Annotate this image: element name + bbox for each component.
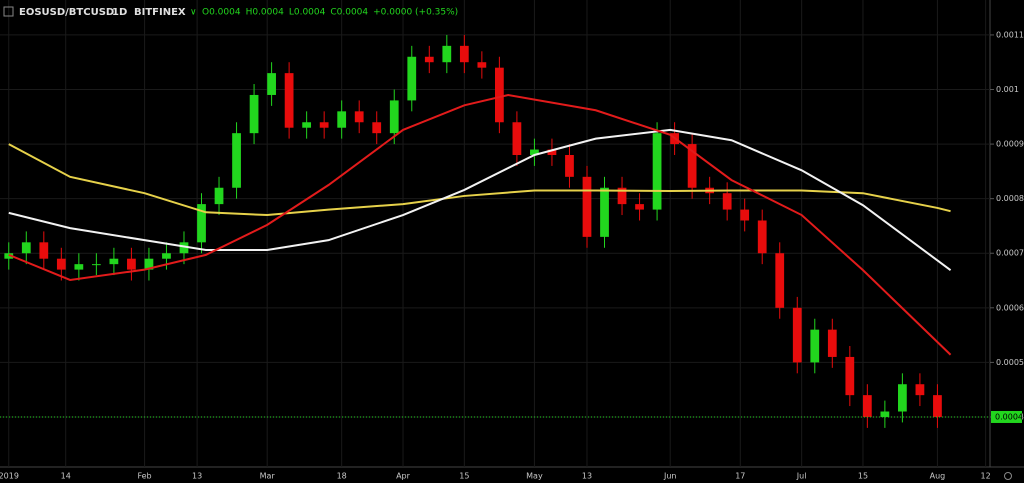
candle-body [284,73,294,128]
candle-body [232,133,241,188]
x-tick-label: Jul [796,472,807,481]
candle-body [915,384,925,396]
candle-body [775,253,785,308]
ohlc-value: H0.0004 [246,8,285,18]
x-tick-label: 18 [337,472,347,481]
candle-body [600,187,609,237]
x-tick-label: 15 [858,472,868,481]
ohlc-legend: ∨ O0.0004 H0.0004 L0.0004 C0.0004 +0.0000 (+0… [190,8,458,18]
x-tick-label: 13 [582,472,592,481]
x-tick-label: Mar [260,472,276,481]
candle-body [565,155,574,177]
y-tick-label: 0.0009 [996,140,1024,149]
candle-body [267,73,276,95]
candle-body [880,411,890,417]
candle-body [337,111,347,128]
candle-body [617,187,627,205]
last-price-box [991,410,1022,423]
candle-body [792,307,802,363]
candle-body [898,384,907,412]
x-tick-label: 12 [981,472,991,481]
exchange: BITFINEX [134,7,186,18]
y-tick-label: 0.0005 [996,358,1024,367]
candle-body [547,149,557,155]
ohlc-value: O0.0004 [202,8,241,18]
x-tick-label: 15 [459,472,469,481]
candle-body [144,258,154,270]
candle-body [74,264,84,270]
x-tick-label: Jun [663,472,677,481]
y-tick-label: 0.0011 [996,30,1024,39]
dropdown-arrow: ∨ [190,8,197,18]
ohlc-value: C0.0004 [330,8,368,18]
x-tick-label: Aug [930,472,946,481]
candle-body [687,144,697,188]
interval: 1D [112,7,127,18]
candle-body [757,220,767,254]
candle-body [845,356,855,396]
y-tick-label: 0.0008 [996,194,1024,203]
candle-body [740,209,750,221]
moving-average [8,128,952,271]
ohlc-value: L0.0004 [289,8,326,18]
candle-body [354,111,364,123]
candle-body [302,122,312,128]
candle-body [249,94,259,134]
candle-body [197,204,206,243]
collapse-button[interactable] [3,6,14,17]
candle-body [582,176,592,237]
candle-body [319,122,329,128]
candle-body [459,45,469,63]
candle-body [372,122,382,134]
x-tick-label: 2019 [0,472,19,481]
candle-body [56,258,66,270]
moving-average [8,93,952,356]
x-tick-label: May [526,472,543,481]
plot [0,34,990,428]
symbol: EOSUSD/BTCUSD [19,7,114,18]
y-tick-label: 0.0006 [996,303,1024,312]
y-tick-label: 0.001 [996,85,1019,94]
candle-body [810,329,820,363]
y-tick-label: 0.0007 [996,249,1024,258]
candle-body [389,100,399,134]
candle-body [179,242,189,254]
candle-body [4,253,14,259]
candle-body [495,67,504,123]
x-tick-label: 17 [735,472,745,481]
candle-body [407,56,417,101]
candle-body [162,253,171,259]
x-tick-label: Apr [396,472,411,481]
candle-body [127,258,136,270]
candle-body [442,45,452,63]
candle-body [109,258,119,265]
candle-body [477,62,487,68]
settings-button[interactable] [1004,472,1012,480]
candle-body [530,149,539,155]
ohlc-value: +0.0000 (+0.35%) [373,8,458,18]
candle-body [39,242,49,259]
candle-body [214,187,224,205]
x-tick-label: 13 [192,472,202,481]
candle-body [652,133,662,210]
candle-body [91,264,101,266]
candle-body [722,193,732,210]
candle-body [21,242,31,254]
candle-body [827,329,837,357]
last-price-label: 0.0004 [995,412,1023,421]
candle-body [512,122,522,155]
moving-average [8,143,951,217]
x-tick-label: Feb [137,472,151,481]
candle-body [424,56,434,63]
candle-body [862,395,872,417]
x-tick-label: 14 [61,472,71,481]
candle-body [635,204,644,210]
candle-body [933,395,942,417]
